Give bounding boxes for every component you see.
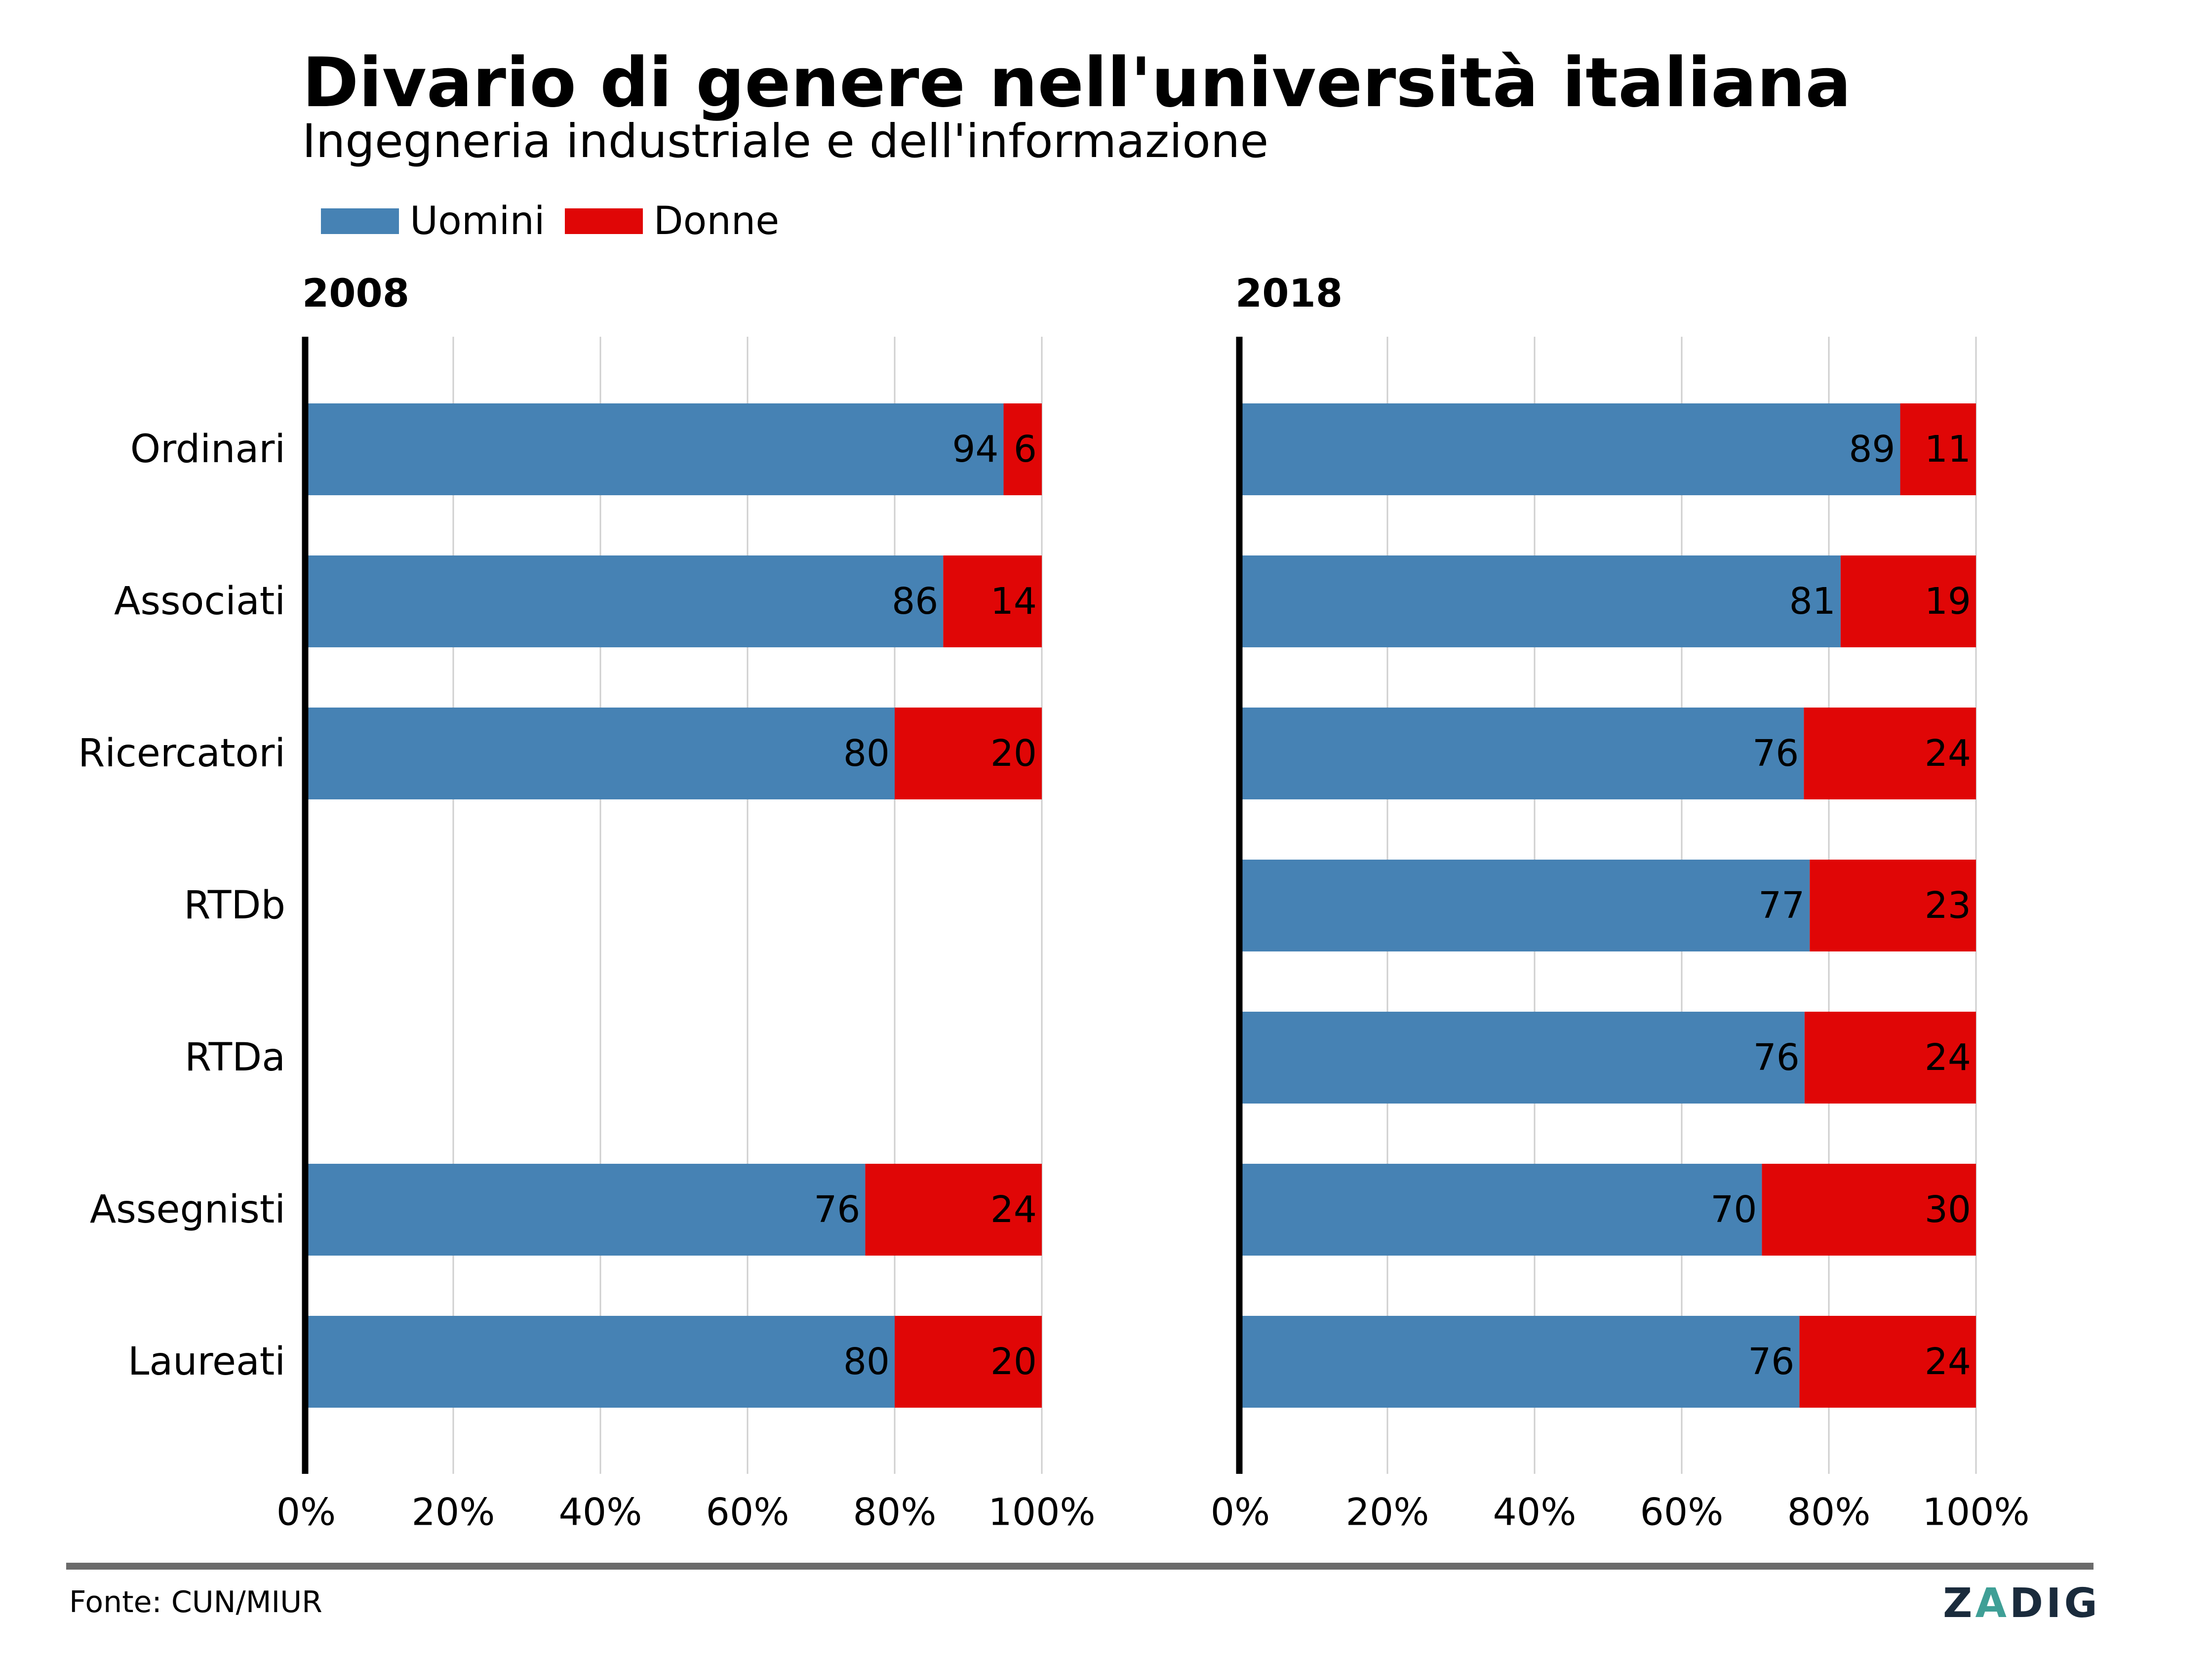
legend-swatch-donne [564, 208, 643, 234]
bar-2018-ordinari-donne [1900, 403, 1976, 495]
data-label-2008-laureati-uomini: 80 [843, 1341, 890, 1383]
x-tick-label-2018-5: 100% [1922, 1490, 2029, 1534]
bar-2018-rtda-uomini [1240, 1012, 1805, 1104]
data-label-2008-ordinari-uomini: 94 [952, 428, 998, 471]
data-label-2018-ricercatori-donne: 24 [1925, 732, 1971, 775]
footer-rule [66, 1563, 2094, 1570]
data-label-2008-ricercatori-donne: 20 [990, 732, 1037, 775]
data-label-2008-ricercatori-uomini: 80 [843, 732, 890, 775]
bar-2008-ordinari-uomini [306, 403, 1004, 495]
legend-item-donne: Donne [564, 199, 780, 243]
bar-2008-assegnisti-donne [865, 1164, 1042, 1256]
bar-2008-laureati-donne [895, 1316, 1042, 1408]
bar-2008-associati-donne [943, 555, 1042, 647]
x-tick-label-2008-4: 80% [853, 1490, 937, 1534]
bar-2008-associati-uomini [306, 555, 944, 647]
data-label-2018-laureati-donne: 24 [1925, 1341, 1971, 1383]
legend-label-donne: Donne [653, 199, 780, 243]
x-tick-label-2008-5: 100% [988, 1490, 1095, 1534]
logo-text-left: Z [1943, 1580, 1975, 1627]
data-label-2018-rtdb-uomini: 77 [1758, 884, 1805, 927]
bar-2018-rtdb-donne [1810, 860, 1976, 951]
x-tick-label-2008-1: 20% [412, 1490, 495, 1534]
bar-2008-ricercatori-uomini [306, 708, 895, 799]
data-label-2018-laureati-uomini: 76 [1748, 1341, 1794, 1383]
data-label-2018-assegnisti-uomini: 70 [1710, 1188, 1757, 1231]
x-tick-label-2018-3: 60% [1640, 1490, 1724, 1534]
bar-2018-associati-uomini [1240, 555, 1841, 647]
data-label-2018-rtdb-donne: 23 [1925, 884, 1971, 927]
bar-2018-assegnisti-donne [1762, 1164, 1976, 1256]
bar-2018-ordinari-uomini [1240, 403, 1900, 495]
bar-2008-ricercatori-donne [895, 708, 1042, 799]
x-tick-label-2018-0: 0% [1211, 1490, 1270, 1534]
data-label-2018-associati-uomini: 81 [1789, 580, 1836, 623]
category-label-associati: Associati [114, 579, 285, 624]
category-label-laureati: Laureati [128, 1340, 285, 1384]
data-label-2018-assegnisti-donne: 30 [1925, 1188, 1971, 1231]
bar-2018-associati-donne [1840, 555, 1976, 647]
x-tick-label-2018-1: 20% [1346, 1490, 1429, 1534]
bar-2018-rtda-donne [1804, 1012, 1976, 1104]
category-label-assegnisti: Assegnisti [90, 1187, 285, 1232]
data-label-2008-assegnisti-donne: 24 [990, 1188, 1037, 1231]
data-label-2018-rtda-donne: 24 [1925, 1036, 1971, 1079]
bar-2018-laureati-donne [1799, 1316, 1976, 1408]
zadig-logo: ZADIG [1943, 1580, 2100, 1627]
bar-2018-ricercatori-uomini [1240, 708, 1804, 799]
chart-subtitle: Ingegneria industriale e dell'informazio… [302, 115, 1269, 168]
data-label-2008-associati-donne: 14 [990, 580, 1037, 623]
x-tick-label-2008-2: 40% [559, 1490, 642, 1534]
x-tick-label-2018-2: 40% [1493, 1490, 1577, 1534]
legend-item-uomini: Uomini [321, 199, 545, 243]
data-label-2018-rtda-uomini: 76 [1753, 1036, 1800, 1079]
bar-2008-laureati-uomini [306, 1316, 895, 1408]
data-label-2018-associati-donne: 19 [1925, 580, 1971, 623]
bar-2018-assegnisti-uomini [1240, 1164, 1762, 1256]
data-label-2008-associati-uomini: 86 [892, 580, 938, 623]
panel-title-2008: 2008 [302, 272, 410, 316]
bar-2018-rtdb-uomini [1240, 860, 1810, 951]
data-label-2008-assegnisti-uomini: 76 [814, 1188, 860, 1231]
category-label-rtda: RTDa [185, 1035, 285, 1080]
legend-label-uomini: Uomini [410, 199, 545, 243]
data-label-2018-ordinari-uomini: 89 [1849, 428, 1895, 471]
data-label-2018-ordinari-donne: 11 [1925, 428, 1971, 471]
bar-2018-ricercatori-donne [1804, 708, 1976, 799]
bar-2018-laureati-uomini [1240, 1316, 1800, 1408]
panel-title-2018: 2018 [1235, 272, 1343, 316]
source-note: Fonte: CUN/MIUR [69, 1585, 322, 1620]
data-label-2008-ordinari-donne: 6 [1014, 428, 1037, 471]
x-tick-label-2008-3: 60% [706, 1490, 790, 1534]
bar-2008-ordinari-donne [1003, 403, 1042, 495]
data-label-2018-ricercatori-uomini: 76 [1752, 732, 1799, 775]
data-label-2008-laureati-donne: 20 [990, 1341, 1037, 1383]
logo-text-mid: A [1975, 1580, 2010, 1627]
x-tick-label-2018-4: 80% [1787, 1490, 1871, 1534]
category-label-ordinari: Ordinari [130, 427, 285, 472]
chart-title: Divario di genere nell'università italia… [302, 43, 1852, 122]
bar-2008-assegnisti-uomini [306, 1164, 866, 1256]
x-tick-label-2008-0: 0% [276, 1490, 336, 1534]
logo-text-right: DIG [2009, 1580, 2100, 1627]
legend: Uomini Donne [321, 197, 799, 246]
category-label-rtdb: RTDb [184, 883, 285, 928]
legend-swatch-uomini [321, 208, 399, 234]
category-label-ricercatori: Ricercatori [78, 731, 285, 776]
